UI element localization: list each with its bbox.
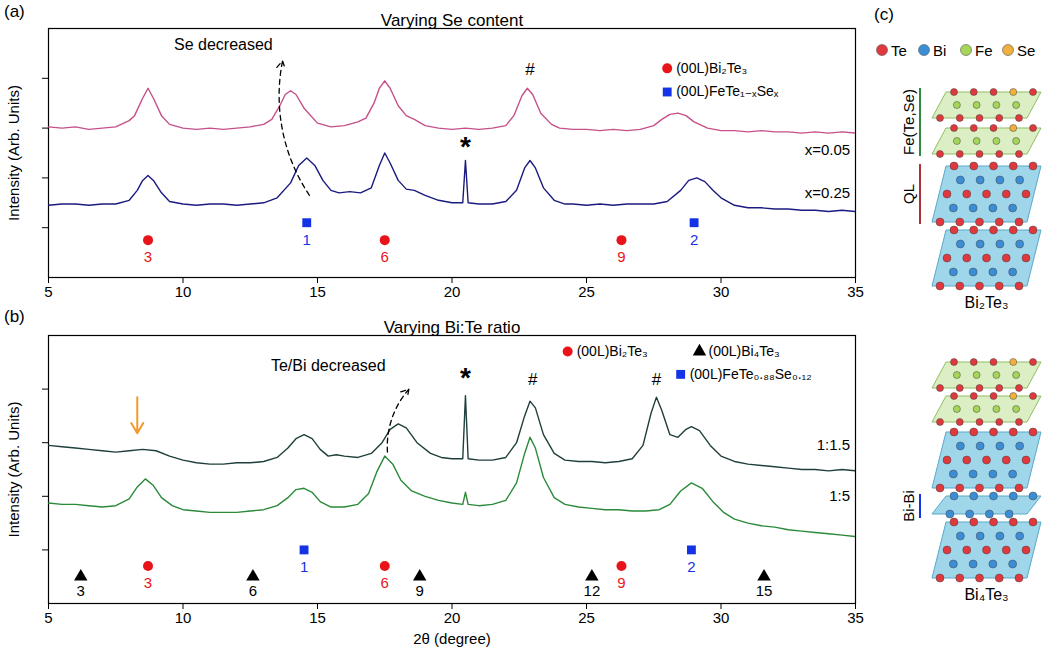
svg-text:QL: QL xyxy=(900,184,917,204)
svg-text:*: * xyxy=(460,131,471,162)
svg-text:6: 6 xyxy=(381,248,389,265)
svg-text:Te/Bi decreased: Te/Bi decreased xyxy=(271,357,386,374)
svg-text:(00L)FeTe₁₋ₓSeₓ: (00L)FeTe₁₋ₓSeₓ xyxy=(676,83,779,99)
svg-text:6: 6 xyxy=(381,574,389,591)
svg-text:(c): (c) xyxy=(874,5,894,24)
svg-text:2: 2 xyxy=(690,231,698,248)
svg-text:1:1.5: 1:1.5 xyxy=(817,436,850,453)
svg-text:Se decreased: Se decreased xyxy=(174,36,273,53)
svg-text:Bi: Bi xyxy=(933,42,946,59)
svg-text:35: 35 xyxy=(847,609,864,626)
svg-text:15: 15 xyxy=(309,609,326,626)
svg-text:1:5: 1:5 xyxy=(829,487,850,504)
svg-text:1: 1 xyxy=(303,231,311,248)
svg-text:(00L)Bi₄Te₃: (00L)Bi₄Te₃ xyxy=(708,343,779,359)
svg-text:5: 5 xyxy=(44,283,52,300)
svg-text:15: 15 xyxy=(309,283,326,300)
svg-text:30: 30 xyxy=(713,609,730,626)
svg-text:12: 12 xyxy=(584,582,601,599)
svg-text:Bi₄Te₃: Bi₄Te₃ xyxy=(964,586,1008,603)
svg-text:2: 2 xyxy=(687,558,695,575)
svg-text:*: * xyxy=(460,362,471,393)
svg-text:Fe(Te,Se): Fe(Te,Se) xyxy=(900,89,917,155)
svg-text:10: 10 xyxy=(175,609,192,626)
svg-text:(00L)FeTe₀.₈₈Se₀.₁₂: (00L)FeTe₀.₈₈Se₀.₁₂ xyxy=(690,366,812,382)
svg-text:9: 9 xyxy=(617,574,625,591)
svg-text:#: # xyxy=(525,60,535,79)
svg-text:20: 20 xyxy=(444,609,461,626)
svg-text:Bi₂Te₃: Bi₂Te₃ xyxy=(965,294,1009,311)
svg-text:3: 3 xyxy=(144,248,152,265)
svg-text:Te: Te xyxy=(891,42,907,59)
svg-text:30: 30 xyxy=(713,283,730,300)
svg-text:5: 5 xyxy=(44,609,52,626)
svg-text:35: 35 xyxy=(847,283,864,300)
svg-text:Intensity (Arb. Units): Intensity (Arb. Units) xyxy=(5,85,22,221)
svg-text:9: 9 xyxy=(416,582,424,599)
svg-text:x=0.05: x=0.05 xyxy=(805,141,850,158)
svg-text:x=0.25: x=0.25 xyxy=(805,184,850,201)
svg-text:1: 1 xyxy=(300,558,308,575)
svg-text:#: # xyxy=(528,370,538,389)
svg-text:10: 10 xyxy=(175,283,192,300)
svg-text:Fe: Fe xyxy=(975,42,993,59)
svg-text:3: 3 xyxy=(77,582,85,599)
svg-text:25: 25 xyxy=(578,283,595,300)
svg-text:(00L)Bi₂Te₃: (00L)Bi₂Te₃ xyxy=(577,343,648,359)
svg-text:25: 25 xyxy=(578,609,595,626)
svg-text:(00L)Bi₂Te₃: (00L)Bi₂Te₃ xyxy=(676,60,747,76)
svg-text:2θ (degree): 2θ (degree) xyxy=(413,630,491,647)
svg-text:3: 3 xyxy=(144,574,152,591)
svg-text:6: 6 xyxy=(249,582,257,599)
svg-text:9: 9 xyxy=(617,248,625,265)
svg-text:Bi-Bi: Bi-Bi xyxy=(900,490,917,522)
html-text:(b): (b) xyxy=(4,307,25,326)
svg-text:Intensity (Arb. Units): Intensity (Arb. Units) xyxy=(5,402,22,538)
html-text:(a): (a) xyxy=(4,2,25,21)
svg-text:Varying Bi:Te ratio: Varying Bi:Te ratio xyxy=(384,318,521,337)
svg-text:20: 20 xyxy=(444,283,461,300)
svg-text:#: # xyxy=(652,370,662,389)
svg-text:Varying Se content: Varying Se content xyxy=(381,11,524,30)
svg-text:15: 15 xyxy=(756,582,773,599)
svg-text:Se: Se xyxy=(1017,42,1035,59)
